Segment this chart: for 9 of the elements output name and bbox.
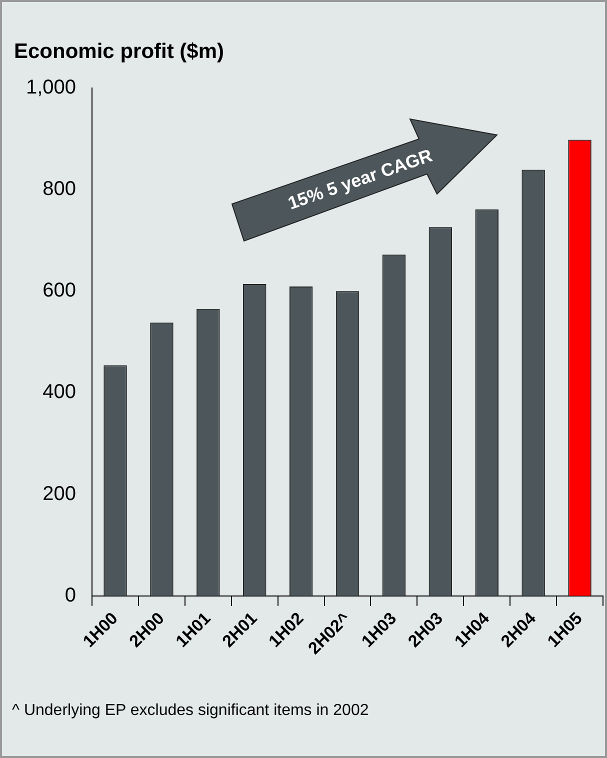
y-tick-label: 400 [42,381,76,404]
y-tick-label: 200 [42,482,76,505]
y-tick-label: 600 [42,280,76,302]
y-tick-label: 800 [42,178,76,200]
annotation: 15% 5 year CAGR [285,145,435,214]
y-tick-label: 0 [64,584,76,606]
chart-title: Economic profit ($m) [14,40,224,64]
text: ^ Underlying EP excludes significant items in 2002 [12,702,369,720]
y-tick-label: 1,000 [26,76,76,99]
